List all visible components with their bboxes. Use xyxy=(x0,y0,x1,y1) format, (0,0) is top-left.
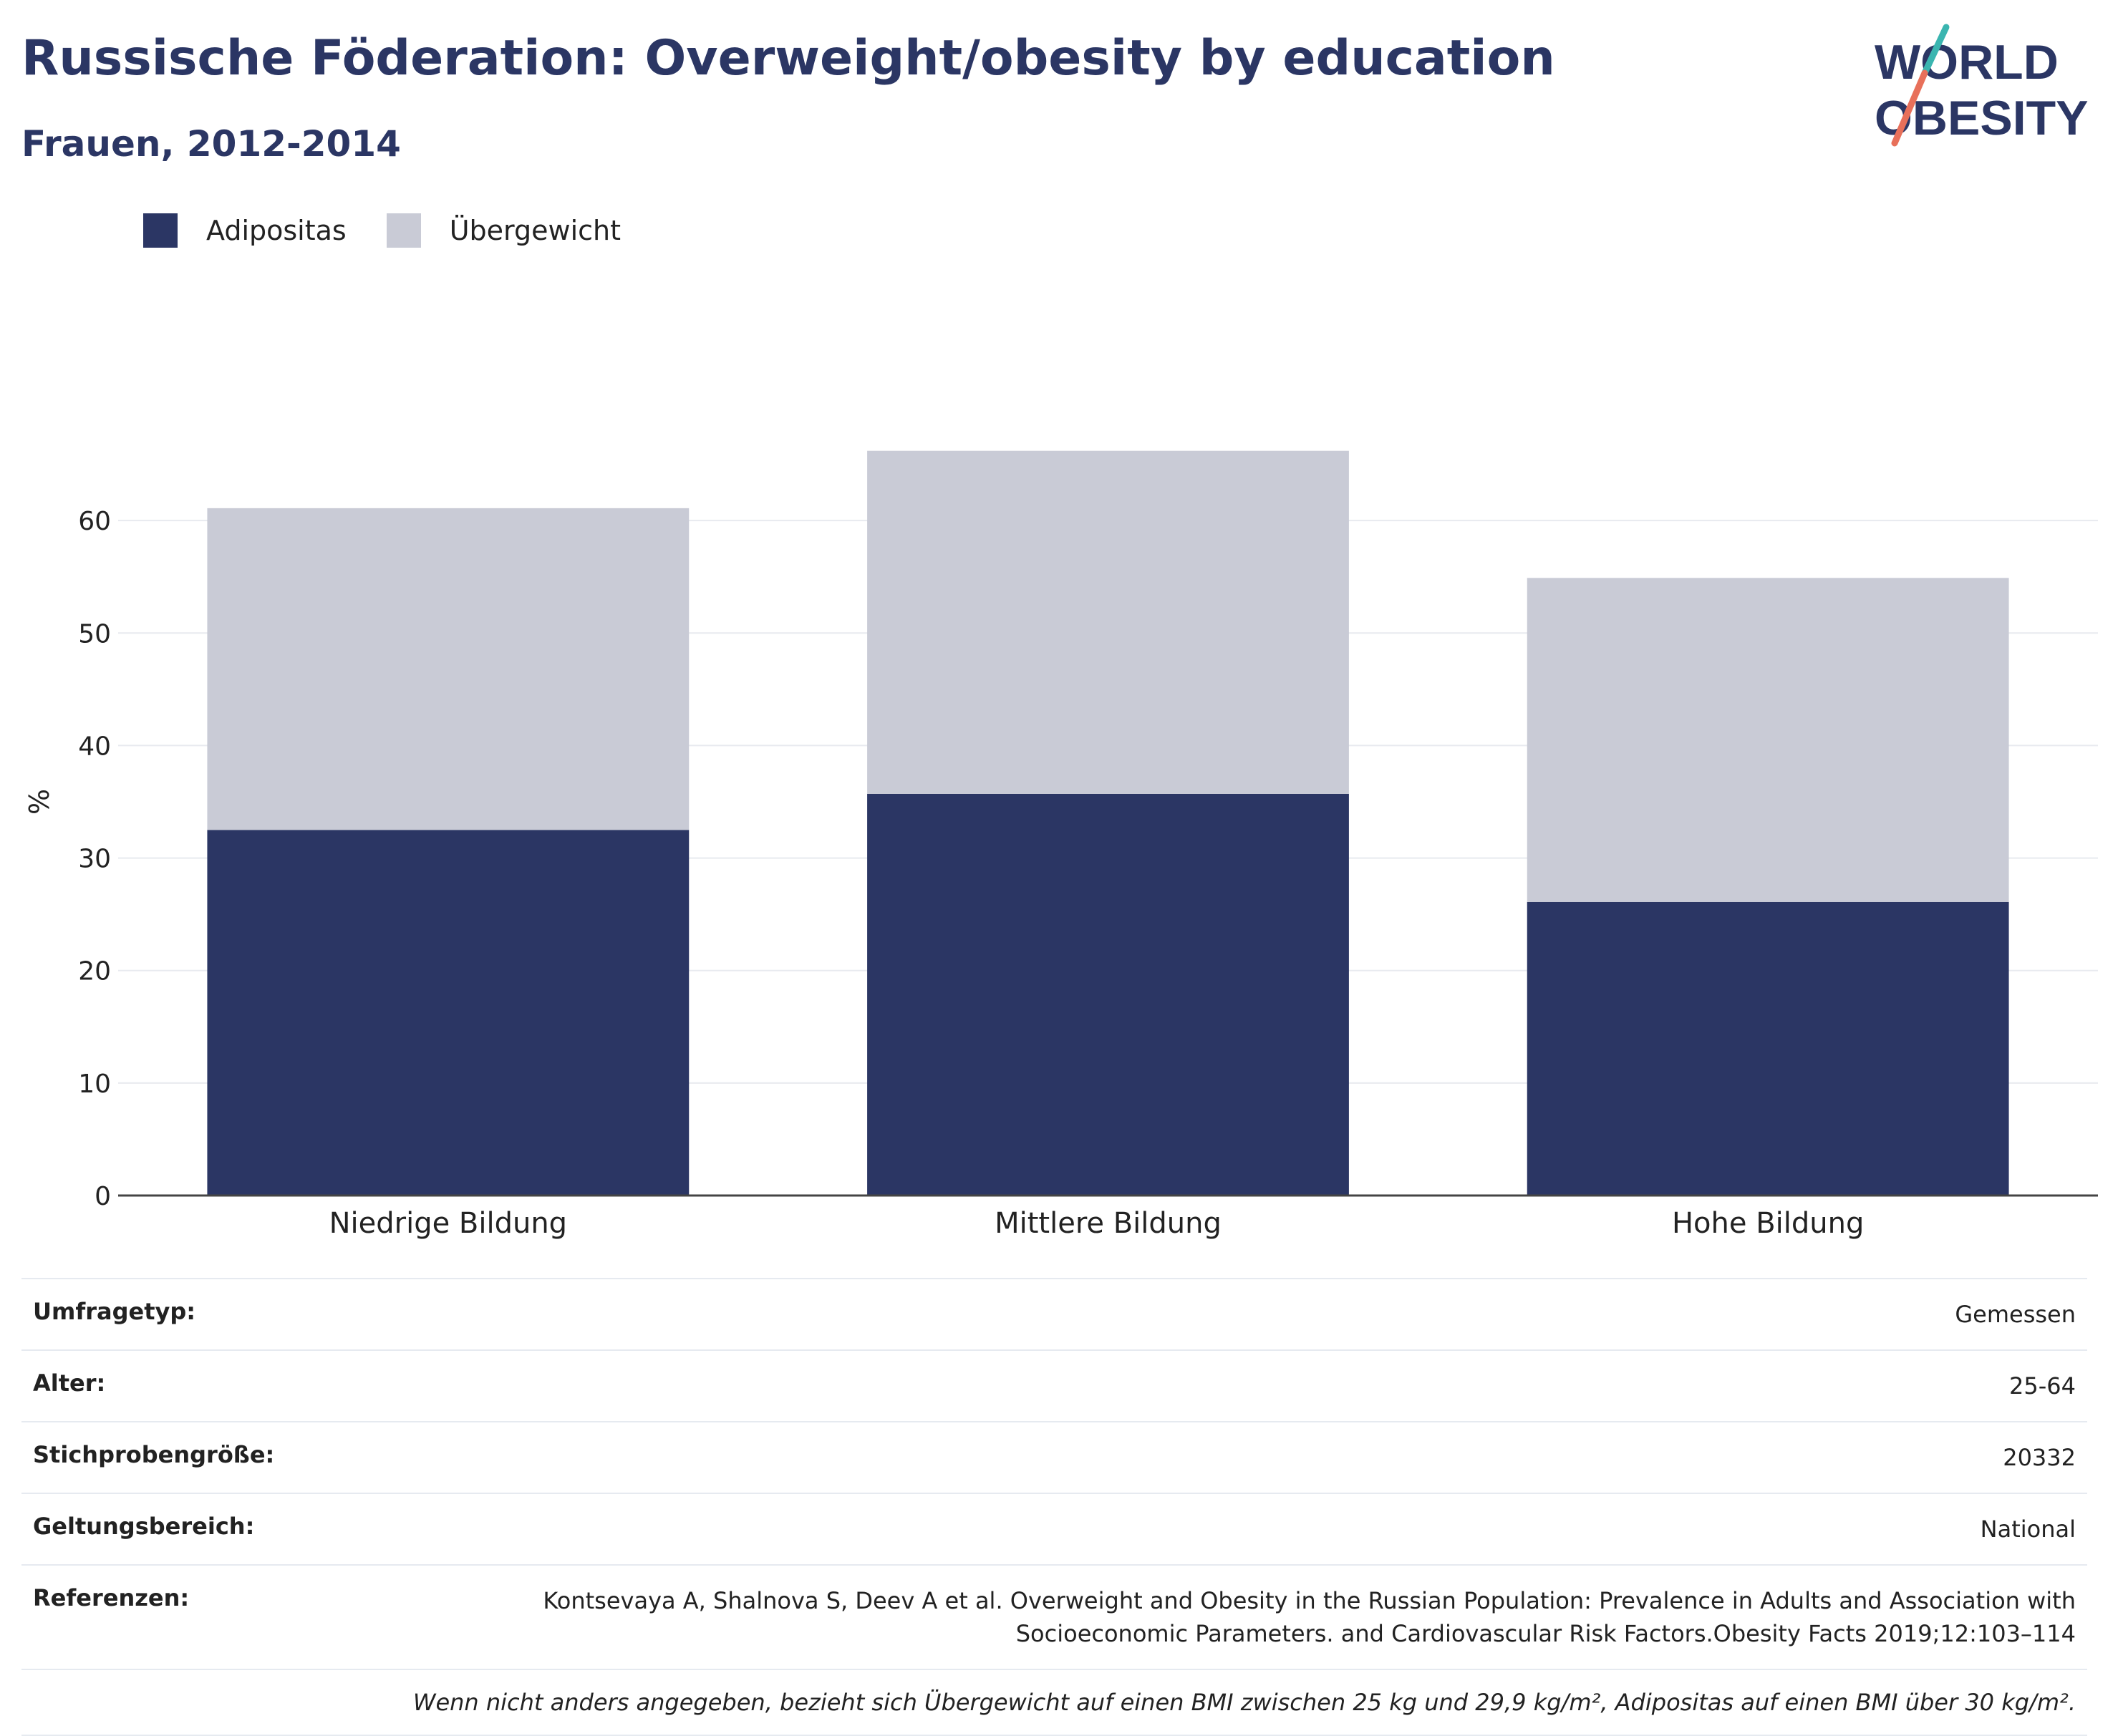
meta-value: 20332 xyxy=(402,1421,2087,1493)
x-tick-label: Niedrige Bildung xyxy=(329,1207,567,1240)
meta-key: Stichprobengröße: xyxy=(21,1421,402,1493)
footnote: Wenn nicht anders angegeben, bezieht sic… xyxy=(21,1669,2087,1736)
bar-uebergewicht xyxy=(207,508,690,830)
world-obesity-logo: WORLD OBESITY xyxy=(1875,24,2089,147)
bar-uebergewicht xyxy=(1527,578,2009,902)
x-tick-label: Hohe Bildung xyxy=(1672,1207,1864,1240)
meta-row-survey-type: Umfragetyp: Gemessen xyxy=(21,1278,2087,1350)
meta-value: Gemessen xyxy=(402,1278,2087,1350)
page-subtitle: Frauen, 2012-2014 xyxy=(21,123,401,165)
logo-slash-coral xyxy=(1891,69,1928,147)
legend-swatch-uebergewicht xyxy=(386,213,421,248)
logo-line1: WORLD xyxy=(1875,35,2059,89)
meta-key: Referenzen: xyxy=(21,1564,402,1669)
meta-row-age: Alter: 25-64 xyxy=(21,1349,2087,1422)
meta-references: Kontsevaya A, Shalnova S, Deev A et al. … xyxy=(402,1564,2087,1669)
meta-key: Alter: xyxy=(21,1349,402,1422)
metadata-table: Umfragetyp: Gemessen Alter: 25-64 Stichp… xyxy=(21,1278,2087,1736)
meta-value: National xyxy=(402,1493,2087,1565)
legend-swatch-adipositas xyxy=(143,213,178,248)
meta-row-references: Referenzen: Kontsevaya A, Shalnova S, De… xyxy=(21,1564,2087,1669)
meta-value: 25-64 xyxy=(402,1349,2087,1422)
legend-item-adipositas[interactable]: Adipositas xyxy=(143,213,347,248)
y-tick-label: 20 xyxy=(78,957,111,986)
bar-adipositas xyxy=(207,830,690,1196)
y-axis-label: % xyxy=(24,789,55,815)
y-tick-label: 30 xyxy=(78,845,111,874)
meta-row-sample-size: Stichprobengröße: 20332 xyxy=(21,1421,2087,1493)
meta-key: Umfragetyp: xyxy=(21,1278,402,1350)
chart-legend: Adipositas Übergewicht xyxy=(143,213,661,248)
legend-label-uebergewicht: Übergewicht xyxy=(449,215,621,246)
y-tick-label: 40 xyxy=(78,732,111,761)
y-tick-label: 50 xyxy=(78,619,111,649)
y-tick-label: 0 xyxy=(95,1182,111,1211)
y-tick-label: 10 xyxy=(78,1070,111,1099)
bar-adipositas xyxy=(1527,901,2009,1196)
bar-chart: 0 10 20 30 40 50 60% Niedrige Bildung Mittlere B… xyxy=(24,450,2098,1240)
logo-slash-teal xyxy=(1921,24,1950,77)
reference-line-2: Socioeconomic Parameters. and Cardiovasc… xyxy=(1015,1620,2076,1647)
bar-uebergewicht xyxy=(867,450,1349,794)
meta-row-scope: Geltungsbereich: National xyxy=(21,1493,2087,1565)
reference-line-1: Kontsevaya A, Shalnova S, Deev A et al. … xyxy=(543,1587,2076,1614)
x-tick-label: Mittlere Bildung xyxy=(995,1207,1222,1240)
legend-item-uebergewicht[interactable]: Übergewicht xyxy=(386,213,621,248)
legend-label-adipositas: Adipositas xyxy=(206,215,347,246)
meta-row-note: Wenn nicht anders angegeben, bezieht sic… xyxy=(21,1669,2087,1736)
y-tick-label: 60 xyxy=(78,507,111,536)
page-title: Russische Föderation: Overweight/obesity… xyxy=(21,30,1555,87)
bar-adipositas xyxy=(867,794,1349,1196)
meta-key: Geltungsbereich: xyxy=(21,1493,402,1565)
